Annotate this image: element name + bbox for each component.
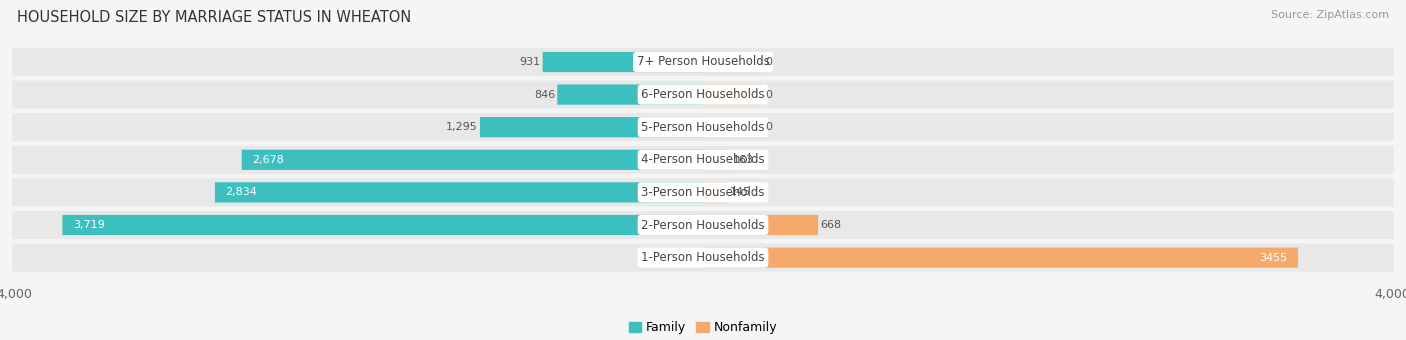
FancyBboxPatch shape xyxy=(13,146,1393,174)
Text: 931: 931 xyxy=(519,57,540,67)
FancyBboxPatch shape xyxy=(703,150,731,170)
Text: 145: 145 xyxy=(730,187,751,198)
Text: 1,295: 1,295 xyxy=(446,122,478,132)
FancyBboxPatch shape xyxy=(13,243,1393,272)
Text: 7+ Person Households: 7+ Person Households xyxy=(637,55,769,68)
Text: 2,678: 2,678 xyxy=(252,155,284,165)
Text: 1-Person Households: 1-Person Households xyxy=(641,251,765,264)
FancyBboxPatch shape xyxy=(557,84,703,105)
FancyBboxPatch shape xyxy=(703,84,763,105)
FancyBboxPatch shape xyxy=(13,81,1393,108)
Text: 3455: 3455 xyxy=(1260,253,1288,262)
FancyBboxPatch shape xyxy=(13,48,1393,76)
FancyBboxPatch shape xyxy=(13,211,1393,239)
Text: 2-Person Households: 2-Person Households xyxy=(641,219,765,232)
FancyBboxPatch shape xyxy=(703,52,763,72)
Text: Source: ZipAtlas.com: Source: ZipAtlas.com xyxy=(1271,10,1389,20)
Text: 5-Person Households: 5-Person Households xyxy=(641,121,765,134)
Text: 3,719: 3,719 xyxy=(73,220,104,230)
Text: 2,834: 2,834 xyxy=(225,187,257,198)
Text: 0: 0 xyxy=(765,122,772,132)
Text: 0: 0 xyxy=(765,57,772,67)
FancyBboxPatch shape xyxy=(703,182,728,203)
FancyBboxPatch shape xyxy=(215,182,703,203)
Text: HOUSEHOLD SIZE BY MARRIAGE STATUS IN WHEATON: HOUSEHOLD SIZE BY MARRIAGE STATUS IN WHE… xyxy=(17,10,411,25)
FancyBboxPatch shape xyxy=(479,117,703,137)
Text: 0: 0 xyxy=(765,90,772,100)
Text: 4-Person Households: 4-Person Households xyxy=(641,153,765,166)
FancyBboxPatch shape xyxy=(703,215,818,235)
Text: 668: 668 xyxy=(820,220,841,230)
FancyBboxPatch shape xyxy=(703,117,763,137)
Text: 6-Person Households: 6-Person Households xyxy=(641,88,765,101)
Text: 163: 163 xyxy=(733,155,754,165)
Text: 846: 846 xyxy=(534,90,555,100)
FancyBboxPatch shape xyxy=(62,215,703,235)
FancyBboxPatch shape xyxy=(703,248,1298,268)
Text: 3-Person Households: 3-Person Households xyxy=(641,186,765,199)
FancyBboxPatch shape xyxy=(543,52,703,72)
FancyBboxPatch shape xyxy=(13,113,1393,141)
FancyBboxPatch shape xyxy=(242,150,703,170)
FancyBboxPatch shape xyxy=(13,178,1393,206)
Legend: Family, Nonfamily: Family, Nonfamily xyxy=(624,316,782,339)
